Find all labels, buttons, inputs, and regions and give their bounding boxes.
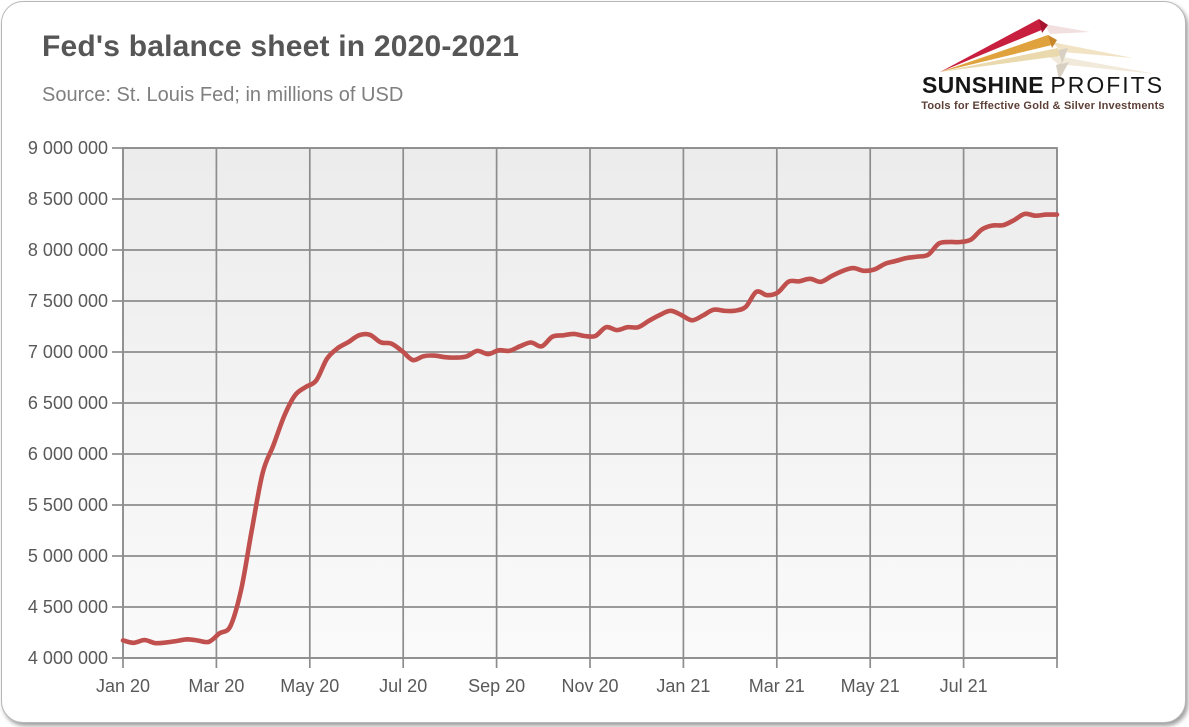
svg-text:Jan 20: Jan 20 [96,676,150,696]
logo-brand-profits: PROFITS [1050,72,1165,98]
svg-text:4 500 000: 4 500 000 [28,597,108,617]
svg-text:8 000 000: 8 000 000 [28,240,108,260]
svg-text:5 500 000: 5 500 000 [28,495,108,515]
svg-text:6 000 000: 6 000 000 [28,444,108,464]
logo-brand-name: SUNSHINE PROFITS [917,74,1169,97]
axis-ticks [112,147,1058,668]
svg-text:5 000 000: 5 000 000 [28,546,108,566]
svg-text:Jul 20: Jul 20 [379,676,427,696]
svg-text:Sep 20: Sep 20 [468,676,525,696]
logo-tagline: Tools for Effective Gold & Silver Invest… [921,100,1165,112]
svg-text:7 500 000: 7 500 000 [28,291,108,311]
logo-brand-sunshine: SUNSHINE [921,72,1044,98]
svg-text:Mar 20: Mar 20 [188,676,244,696]
chart-source-subtitle: Source: St. Louis Fed; in millions of US… [42,84,404,106]
svg-text:9 000 000: 9 000 000 [28,138,108,158]
page-title: Fed's balance sheet in 2020-2021 [42,30,520,63]
svg-text:Mar 21: Mar 21 [749,676,805,696]
svg-text:6 500 000: 6 500 000 [28,393,108,413]
svg-text:May 21: May 21 [841,676,900,696]
svg-text:Nov 20: Nov 20 [561,676,618,696]
svg-text:Jan 21: Jan 21 [656,676,710,696]
logo-rays-icon [940,19,1156,78]
x-axis-labels: Jan 20 Mar 20 May 20 Jul 20 Sep 20 Nov 20 Jan … [96,676,988,696]
svg-text:Jul 21: Jul 21 [940,676,988,696]
svg-text:8 500 000: 8 500 000 [28,189,108,209]
svg-text:4 000 000: 4 000 000 [28,648,108,668]
y-axis-labels: 4 000 000 4 500 000 5 000 000 5 500 000 6 00… [28,138,108,668]
series-line-fed-assets [120,211,1060,646]
svg-text:7 000 000: 7 000 000 [28,342,108,362]
sunshine-profits-logo: SUNSHINE PROFITS Tools for Effective Gol… [917,12,1169,112]
plot-frame [122,147,1058,659]
svg-text:May 20: May 20 [280,676,339,696]
